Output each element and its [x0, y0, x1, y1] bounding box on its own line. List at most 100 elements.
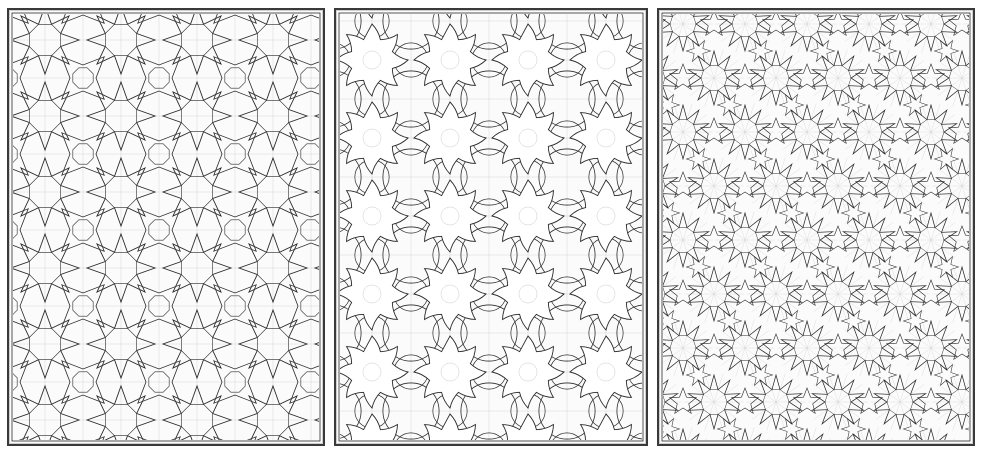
six-point-star: [964, 319, 969, 323]
ten-point-star: [686, 157, 742, 215]
eight-point-star: [237, 232, 309, 304]
five-point-star: [916, 387, 946, 415]
six-point-star: [902, 93, 929, 117]
six-point-star: [964, 211, 969, 215]
small-octagon: [300, 295, 319, 317]
cross-star: [137, 132, 181, 176]
six-point-star: [716, 93, 743, 117]
eight-point-star: [313, 418, 319, 422]
five-point-star: [668, 63, 698, 91]
six-point-star: [778, 93, 805, 117]
rosette-center-guide: [362, 284, 382, 304]
six-point-star: [902, 417, 929, 440]
rosette: [413, 335, 487, 409]
decagon: [731, 335, 759, 361]
octagon: [256, 403, 290, 437]
cross-star: [213, 284, 257, 328]
ten-point-star: [686, 49, 742, 107]
small-octagon: [72, 371, 94, 393]
ten-point-star: [810, 157, 866, 215]
interlace-circle: [460, 382, 518, 440]
cross-star: [213, 208, 257, 252]
six-point-star: [840, 309, 867, 333]
interlace-circle: [460, 14, 518, 50]
rosette: [413, 101, 487, 175]
six-point-star: [933, 39, 960, 63]
rosette-center-guide: [362, 206, 382, 226]
small-octagon: [224, 143, 246, 165]
ten-point-star: [841, 14, 897, 53]
cross-star: [213, 436, 257, 440]
rosette: [423, 413, 476, 440]
ten-point-star: [717, 319, 773, 377]
ten-point-star: [810, 265, 866, 323]
rosette: [569, 101, 642, 175]
decagon: [762, 173, 790, 199]
octagon: [180, 403, 214, 437]
six-point-star: [716, 201, 743, 225]
rosette: [340, 257, 409, 331]
interlace-circle: [382, 304, 440, 362]
rosette: [340, 335, 409, 409]
six-point-star: [685, 147, 712, 171]
decagon: [948, 65, 969, 91]
rosette: [413, 23, 487, 97]
octagon: [180, 175, 214, 209]
interlace-circle: [538, 70, 596, 128]
eight-point-star: [13, 156, 81, 228]
cross-star: [13, 360, 29, 404]
six-point-star: [871, 255, 898, 279]
decagon: [886, 173, 914, 199]
small-octagon: [224, 219, 246, 241]
cross-star: [13, 284, 29, 328]
six-point-star: [778, 201, 805, 225]
six-point-star: [964, 427, 969, 431]
octagon: [28, 99, 62, 133]
rosette-center-guide: [362, 128, 382, 148]
ten-point-star: [779, 14, 835, 53]
interlace-circle: [616, 14, 642, 50]
interlace-circle: [460, 304, 518, 362]
small-octagon: [301, 10, 321, 12]
rosette: [368, 14, 374, 19]
ten-point-star: [748, 157, 804, 215]
rosette: [491, 335, 565, 409]
six-point-star: [871, 147, 898, 171]
eight-point-star: [85, 80, 157, 152]
ten-point-star: [903, 211, 959, 269]
decagon: [855, 227, 883, 253]
ten-point-star: [934, 49, 969, 107]
five-point-star: [730, 63, 760, 91]
decagon: [855, 335, 883, 361]
cross-star: [213, 56, 257, 100]
cross-star: [289, 14, 319, 24]
small-octagon: [224, 67, 246, 89]
ten-point-star: [903, 319, 959, 377]
cross-star: [289, 56, 319, 100]
octagon: [104, 327, 138, 361]
five-point-star: [823, 14, 853, 37]
rosette: [569, 179, 642, 253]
cross-star: [137, 284, 181, 328]
ten-point-star: [934, 157, 969, 215]
six-point-star: [871, 363, 898, 387]
ten-point-star: [663, 163, 680, 209]
octagon: [28, 327, 62, 361]
decagon: [762, 65, 790, 91]
decagon: [663, 395, 666, 409]
five-point-star: [792, 279, 822, 307]
decagon: [855, 119, 883, 145]
ten-point-star: [872, 373, 928, 431]
eight-point-star: [237, 80, 309, 152]
ten-point-star: [717, 14, 773, 53]
rosette-center-guide: [519, 441, 537, 444]
six-point-star: [933, 255, 960, 279]
rosette-center-guide: [518, 128, 538, 148]
rosette-center-guide: [597, 441, 615, 444]
small-octagon: [300, 143, 319, 165]
small-octagon: [300, 219, 319, 241]
five-point-star: [854, 387, 884, 415]
ten-point-star: [663, 319, 711, 377]
decagon: [824, 173, 852, 199]
five-point-star: [887, 442, 914, 444]
